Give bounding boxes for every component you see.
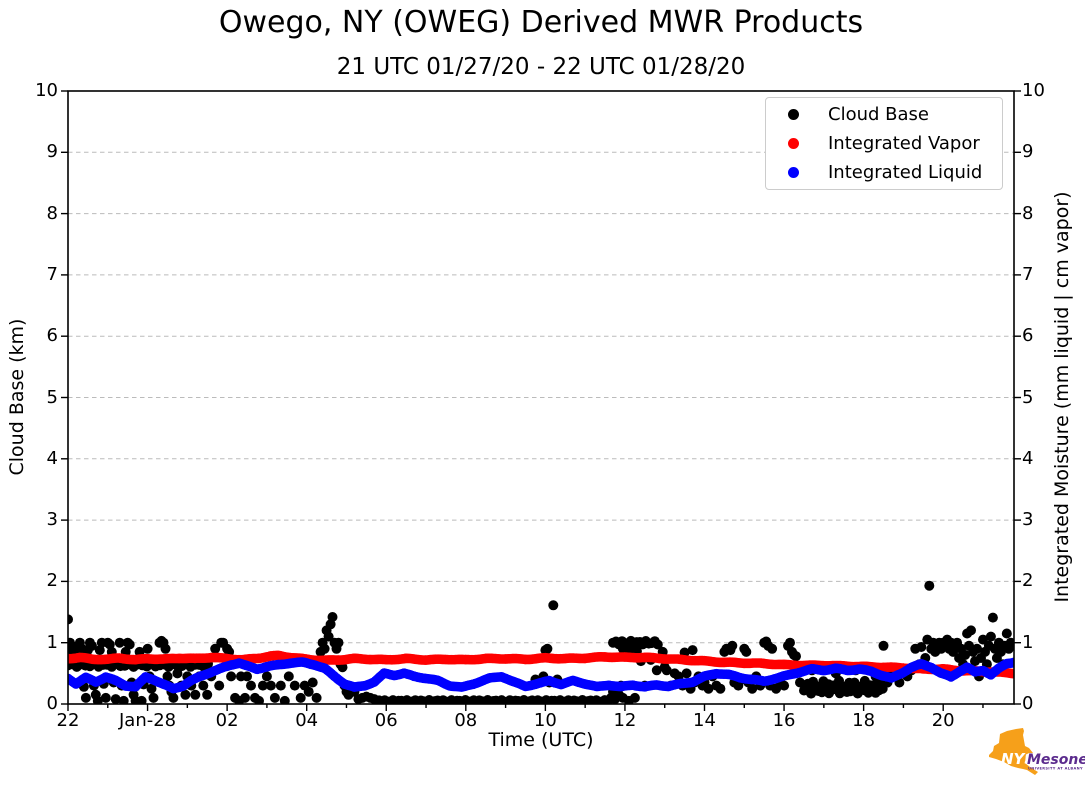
y-tick-label-right: 1 (1022, 631, 1034, 653)
x-tick-label: 12 (613, 710, 637, 731)
y-tick-label-right: 7 (1022, 263, 1034, 285)
y-tick-label-right: 5 (1022, 386, 1034, 408)
legend-marker-dot (788, 167, 799, 178)
x-axis-label: Time (UTC) (488, 729, 594, 751)
y-tick-label-right: 6 (1022, 325, 1034, 347)
legend-label: Integrated Liquid (828, 162, 983, 183)
y-tick-label-left: 0 (46, 693, 58, 714)
x-tick-label: 22 (56, 710, 80, 731)
x-tick-label: 04 (295, 710, 319, 731)
x-tick-label: 08 (454, 710, 478, 731)
y-tick-label-left: 1 (46, 631, 58, 653)
logo-caption: UNIVERSITY AT ALBANY (1028, 767, 1083, 771)
y-tick-label-left: 6 (46, 325, 58, 347)
legend-label: Cloud Base (828, 104, 929, 125)
x-tick-label: 06 (374, 710, 398, 731)
y-tick-label-left: 5 (46, 386, 58, 408)
logo-mesonet-text: Mesonet (1027, 752, 1085, 768)
legend-item: Integrated Vapor (766, 129, 1002, 158)
figure-title: Owego, NY (OWEG) Derived MWR Products (218, 5, 864, 40)
nys-mesonet-logo: NYS Mesonet UNIVERSITY AT ALBANY (989, 728, 1085, 775)
legend-item: Cloud Base (766, 100, 1002, 129)
y-tick-label-right: 2 (1022, 570, 1034, 592)
y-tick-label-right: 8 (1022, 202, 1034, 224)
y-tick-label-right: 4 (1022, 447, 1034, 469)
x-tick-label: 10 (533, 710, 557, 731)
x-tick-label: 14 (693, 710, 716, 731)
tick-marks (61, 90, 1021, 711)
y-tick-label-left: 3 (46, 509, 58, 531)
legend-marker-dot (788, 138, 799, 149)
legend-item: Integrated Liquid (766, 158, 1002, 187)
plot-area (61, 90, 1021, 711)
series-cloud-base (68, 580, 1014, 704)
ny-state-icon (989, 728, 1038, 775)
x-tick-label: 16 (772, 710, 796, 731)
x-tick-label: Jan-28 (118, 710, 177, 731)
grid-lines (68, 151, 1014, 644)
legend-label: Integrated Vapor (828, 133, 980, 154)
y-tick-label-left: 9 (46, 141, 58, 163)
y-tick-label-right: 0 (1022, 693, 1034, 714)
y-tick-label-left: 10 (35, 80, 58, 101)
x-tick-label: 20 (931, 710, 955, 731)
y-tick-label-left: 7 (46, 263, 58, 285)
legend-marker-dot (788, 109, 799, 120)
y-tick-label-left: 8 (46, 202, 58, 224)
y-tick-label-right: 10 (1022, 80, 1045, 101)
legend: Cloud Base Integrated Vapor Integrated Liq… (765, 97, 1003, 190)
series-integrated-liquid (68, 657, 1014, 694)
logo-nys-text: NYS (1001, 750, 1035, 768)
x-tick-label: 18 (852, 710, 876, 731)
figure-subtitle: 21 UTC 01/27/20 - 22 UTC 01/28/20 (336, 54, 746, 80)
y-tick-label-left: 2 (46, 570, 58, 592)
x-tick-label: 02 (215, 710, 239, 731)
y-tick-label-left: 4 (46, 447, 58, 469)
y-tick-label-right: 9 (1022, 141, 1034, 163)
y-tick-label-right: 3 (1022, 509, 1034, 531)
